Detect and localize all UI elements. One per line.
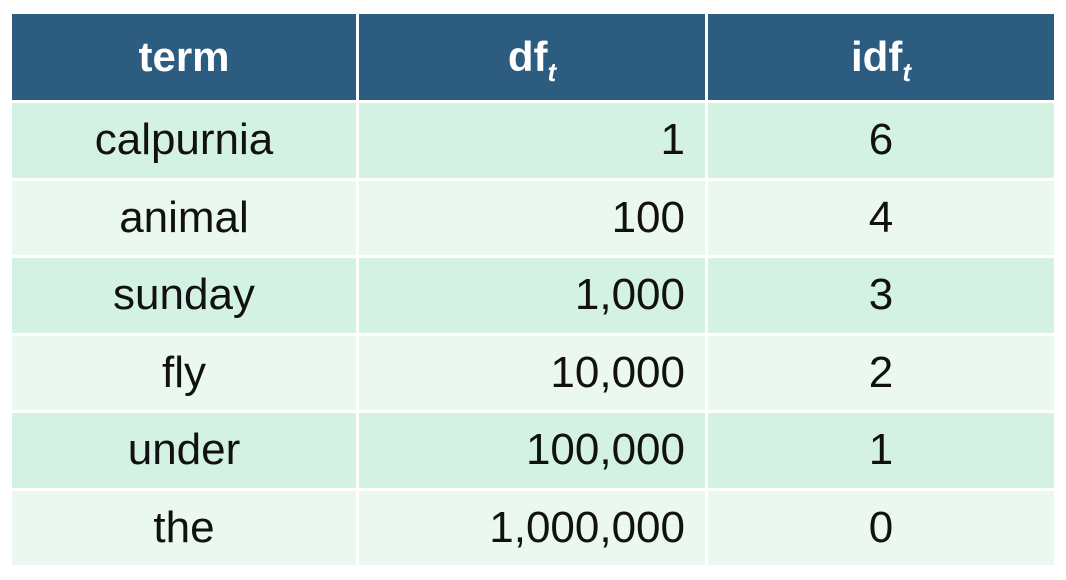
header-df: dft bbox=[359, 14, 705, 100]
term-cell: animal bbox=[12, 180, 356, 255]
header-df-label: df bbox=[507, 33, 548, 80]
table-container: term dft idft calpurnia 1 6 animal 100 4… bbox=[9, 11, 1057, 568]
table-row: animal 100 4 bbox=[12, 180, 1054, 255]
term-cell: calpurnia bbox=[12, 103, 356, 178]
header-term-label: term bbox=[138, 33, 230, 80]
term-cell: sunday bbox=[12, 258, 356, 333]
df-cell: 1,000,000 bbox=[359, 490, 705, 565]
table-row: sunday 1,000 3 bbox=[12, 258, 1054, 333]
header-df-subscript: t bbox=[547, 57, 557, 87]
idf-cell: 3 bbox=[708, 258, 1054, 333]
df-cell: 1 bbox=[359, 103, 705, 178]
idf-cell: 0 bbox=[708, 490, 1054, 565]
idf-cell: 1 bbox=[708, 413, 1054, 488]
term-frequency-table: term dft idft calpurnia 1 6 animal 100 4… bbox=[9, 11, 1057, 568]
header-idf-subscript: t bbox=[902, 57, 911, 87]
header-term: term bbox=[12, 14, 356, 100]
idf-cell: 4 bbox=[708, 180, 1054, 255]
table-row: under 100,000 1 bbox=[12, 413, 1054, 488]
header-idf-label: idf bbox=[851, 33, 903, 80]
df-cell: 1,000 bbox=[359, 258, 705, 333]
header-idf: idft bbox=[708, 14, 1054, 100]
table-row: fly 10,000 2 bbox=[12, 335, 1054, 410]
df-cell: 10,000 bbox=[359, 335, 705, 410]
table-row: calpurnia 1 6 bbox=[12, 103, 1054, 178]
idf-cell: 2 bbox=[708, 335, 1054, 410]
df-cell: 100 bbox=[359, 180, 705, 255]
term-cell: under bbox=[12, 413, 356, 488]
idf-cell: 6 bbox=[708, 103, 1054, 178]
term-cell: fly bbox=[12, 335, 356, 410]
table-header: term dft idft bbox=[12, 14, 1054, 100]
df-cell: 100,000 bbox=[359, 413, 705, 488]
table-body: calpurnia 1 6 animal 100 4 sunday 1,000 … bbox=[12, 103, 1054, 565]
header-row: term dft idft bbox=[12, 14, 1054, 100]
term-cell: the bbox=[12, 490, 356, 565]
table-row: the 1,000,000 0 bbox=[12, 490, 1054, 565]
